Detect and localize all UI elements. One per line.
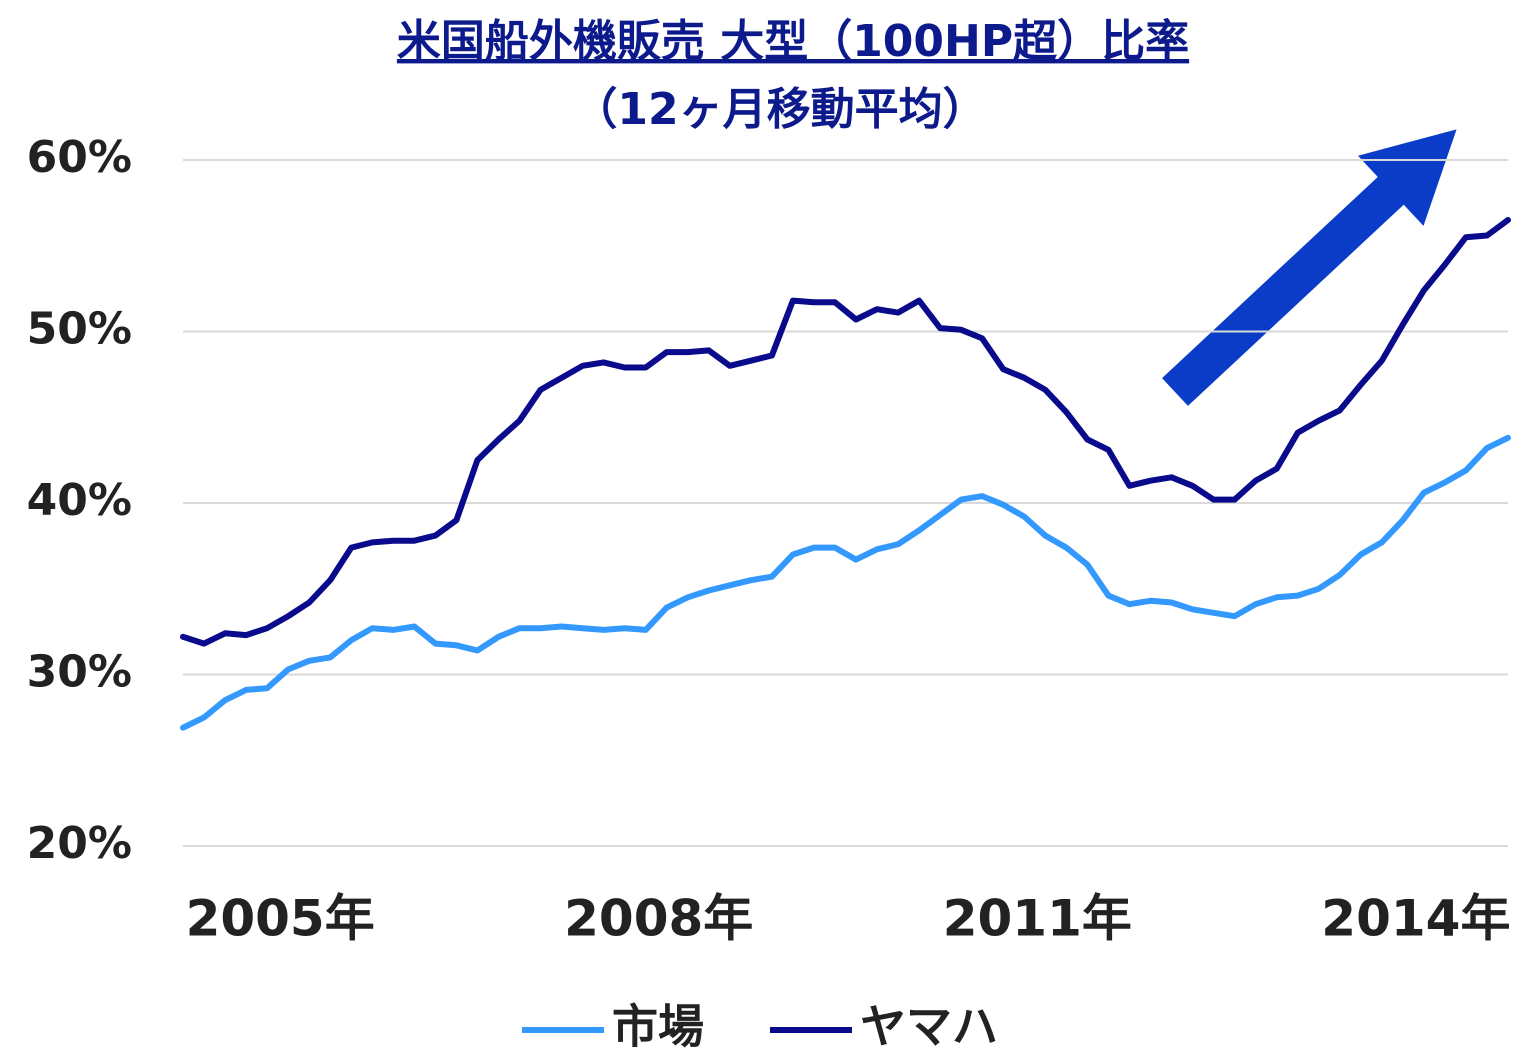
y-tick-label: 20% <box>27 818 132 869</box>
y-tick-label: 50% <box>27 304 132 355</box>
legend-label: 市場 <box>612 1000 704 1054</box>
y-tick-label: 40% <box>27 475 132 526</box>
y-tick-label: 30% <box>27 647 132 698</box>
series-line <box>180 434 1511 731</box>
legend-label: ヤマハ <box>860 1000 998 1054</box>
x-tick-label: 2008年 <box>564 890 753 948</box>
chart-title: 米国船外機販売 大型（100HP超）比率 <box>397 16 1189 67</box>
trend-arrow <box>1162 129 1457 406</box>
x-tick-label: 2011年 <box>943 890 1132 948</box>
y-tick-label: 60% <box>27 132 132 183</box>
chart-subtitle: （12ヶ月移動平均） <box>573 84 986 135</box>
x-tick-label: 2005年 <box>186 890 375 948</box>
x-tick-label: 2014年 <box>1321 890 1510 948</box>
series-line <box>180 217 1511 647</box>
